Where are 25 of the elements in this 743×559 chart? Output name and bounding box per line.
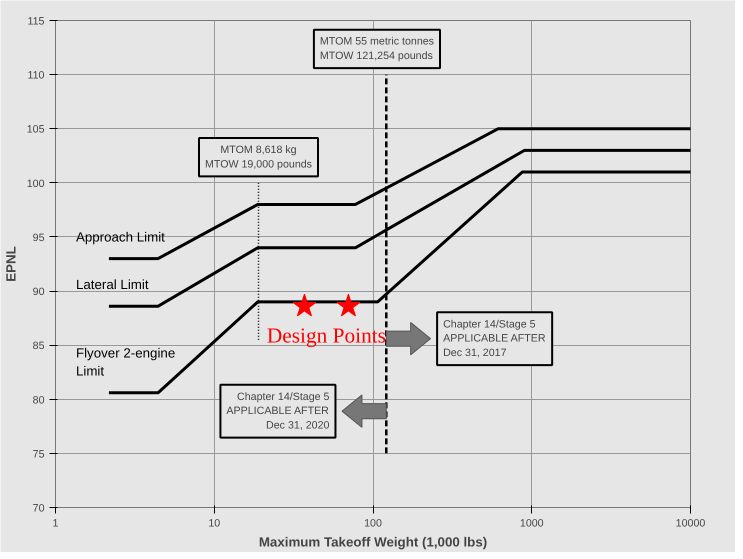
y-tick-label: 115 [28,16,45,28]
series-label: Design Points [266,324,386,348]
y-tick-label: 70 [32,502,45,514]
x-tick-label: 10000 [676,518,706,530]
x-axis-title: Maximum Takeoff Weight (1,000 lbs) [258,534,488,550]
x-tick-label: 1 [52,518,59,530]
y-tick-label: 100 [26,178,45,190]
y-tick-label: 105 [26,124,45,136]
y-tick-label: 75 [32,448,45,460]
y-axis-title: EPNL [4,246,19,282]
y-tick-label: 85 [32,340,45,352]
x-tick-label: 1000 [520,518,544,530]
series-label: Lateral Limit [76,277,149,292]
annotation: Chapter 14/Stage 5 APPLICABLE AFTER Dec 31, 2020 [226,390,330,432]
x-tick-label: 10 [208,518,220,530]
annotation: MTOM 8,618 kg MTOW 19,000 pounds [204,144,312,170]
y-tick-label: 95 [32,232,45,244]
series-label: Flyover 2-engine Limit [76,346,176,379]
annotation: Chapter 14/Stage 5 APPLICABLE AFTER Dec 31, 2017 [443,318,546,360]
x-tick-label: 100 [364,518,382,530]
series-label: Approach Limit [76,230,166,245]
annotation: MTOM 55 metric tonnes MTOW 121,254 pounds [320,36,434,62]
y-tick-label: 110 [28,70,45,82]
y-tick-label: 80 [32,394,45,406]
y-tick-label: 90 [32,286,45,298]
